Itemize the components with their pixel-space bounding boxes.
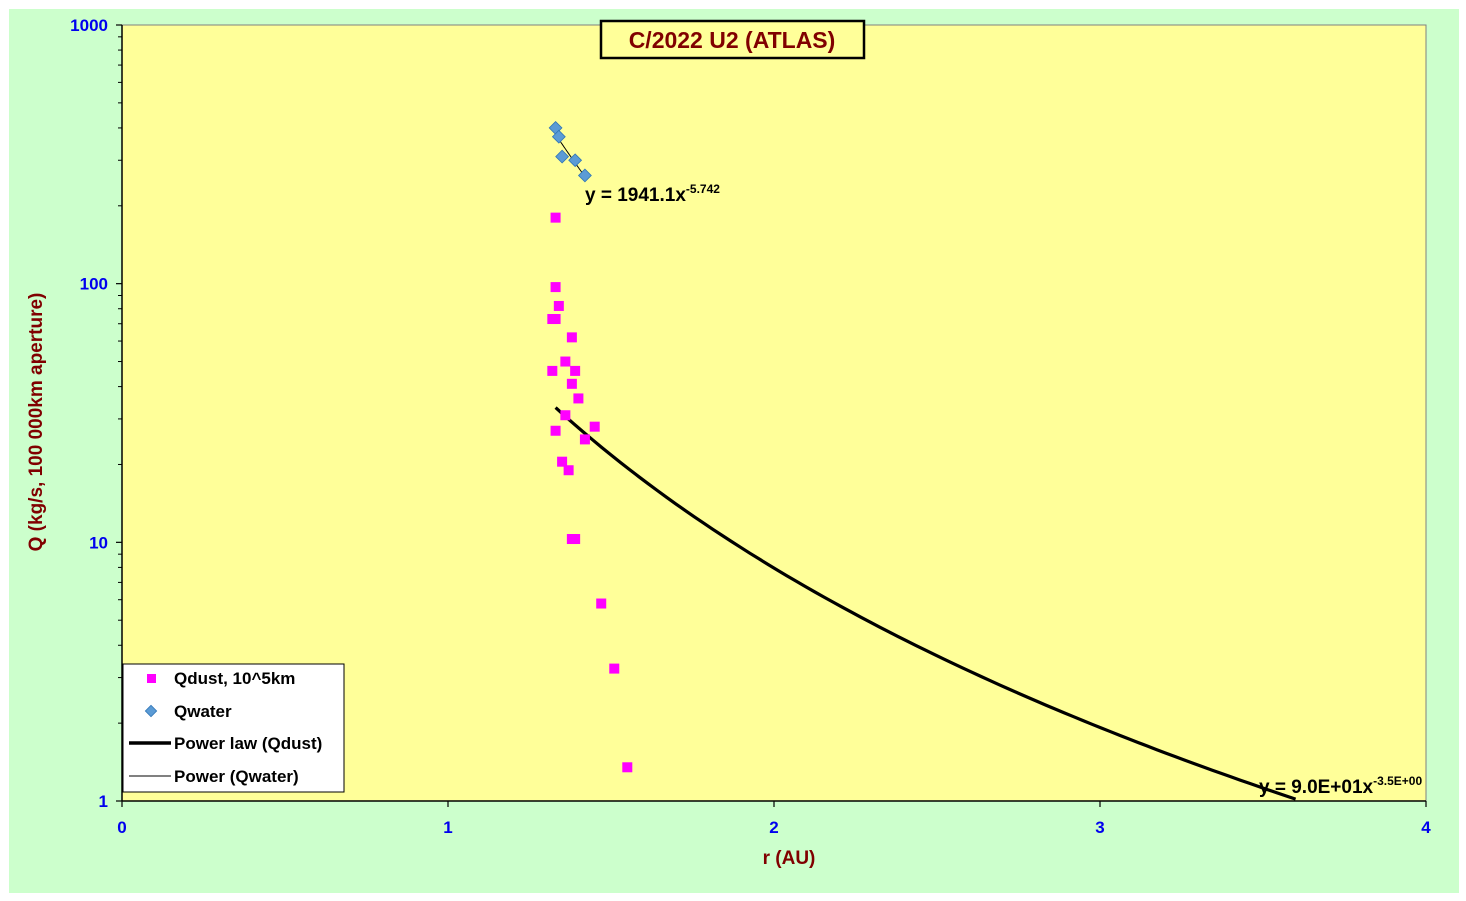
qdust-point xyxy=(547,365,558,376)
y-tick-label: 100 xyxy=(80,275,108,294)
chart-title-box: C/2022 U2 (ATLAS) xyxy=(599,19,866,60)
chart-title: C/2022 U2 (ATLAS) xyxy=(629,27,836,53)
qdust-point xyxy=(550,314,561,325)
x-tick-label: 4 xyxy=(1421,818,1431,837)
qdust-point xyxy=(553,300,564,311)
qdust-point xyxy=(566,378,577,389)
x-tick-label: 1 xyxy=(443,818,452,837)
qdust-point xyxy=(596,598,607,609)
qdust-point xyxy=(589,421,600,432)
qdust-point xyxy=(550,425,561,436)
qdust-point xyxy=(560,410,571,421)
qdust-fit-equation: y = 9.0E+01x-3.5E+00 xyxy=(1259,774,1422,798)
qdust-point xyxy=(573,393,584,404)
qdust-point xyxy=(566,332,577,343)
qwater-point xyxy=(577,168,592,183)
x-tick-label: 0 xyxy=(117,818,126,837)
legend-label-qdust-fit: Power law (Qdust) xyxy=(174,734,322,753)
legend-label-qwater: Qwater xyxy=(174,702,232,721)
qdust-point xyxy=(622,762,633,773)
legend-item-qdust: Qdust, 10^5km xyxy=(147,669,295,688)
data-points xyxy=(547,121,633,773)
qdust-point xyxy=(550,282,561,293)
y-axis-title: Q (kg/s, 100 000km aperture) xyxy=(26,293,47,552)
qdust-power-fit-line xyxy=(554,406,1297,801)
qdust-point xyxy=(550,212,561,223)
qwater-point xyxy=(568,153,583,168)
qdust-point xyxy=(557,456,568,467)
legend-square-marker xyxy=(147,674,156,683)
y-tick-label: 1000 xyxy=(70,16,108,35)
legend-item-qwater-fit: Power (Qwater) xyxy=(129,767,299,786)
legend-label-qwater-fit: Power (Qwater) xyxy=(174,767,299,786)
qdust-point xyxy=(570,534,581,545)
qdust-point xyxy=(560,356,571,367)
qwater-point xyxy=(551,129,566,144)
x-tick-label: 2 xyxy=(769,818,778,837)
qdust-point xyxy=(570,365,581,376)
qwater-point xyxy=(555,149,570,164)
legend-diamond-marker xyxy=(144,704,158,718)
x-axis-title: r (AU) xyxy=(763,848,816,869)
y-tick-label: 1 xyxy=(99,792,108,811)
qwater-fit-equation: y = 1941.1x-5.742 xyxy=(585,182,720,206)
qdust-point xyxy=(563,465,574,476)
y-tick-label: 10 xyxy=(89,533,108,552)
legend: Qdust, 10^5km Qwater Power law (Qdust) P… xyxy=(122,663,345,793)
chart-area: 0 1 2 3 4 1 10 100 1000 C/2022 U2 (ATLAS) r (AU)… xyxy=(9,9,1459,893)
qdust-point xyxy=(579,434,590,445)
legend-item-qwater: Qwater xyxy=(144,702,232,721)
qdust-point xyxy=(609,663,620,674)
x-tick-label: 3 xyxy=(1095,818,1104,837)
legend-label-qdust: Qdust, 10^5km xyxy=(174,669,295,688)
legend-item-qdust-fit: Power law (Qdust) xyxy=(129,734,322,753)
legend-box xyxy=(122,663,345,793)
